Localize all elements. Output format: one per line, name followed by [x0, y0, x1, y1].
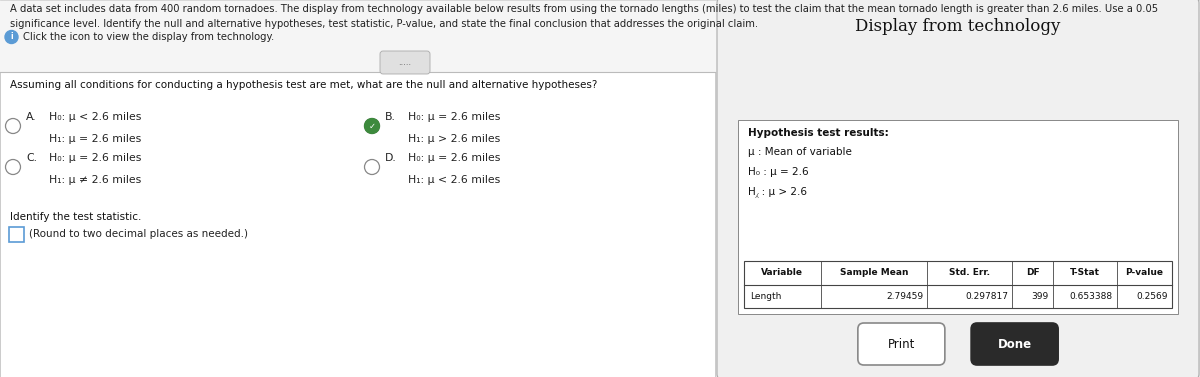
FancyBboxPatch shape [10, 227, 24, 242]
Text: D.: D. [385, 153, 397, 164]
FancyBboxPatch shape [971, 323, 1058, 365]
Text: H₁: μ > 2.6 miles: H₁: μ > 2.6 miles [408, 134, 500, 144]
Text: Assuming all conditions for conducting a hypothesis test are met, what are the n: Assuming all conditions for conducting a… [10, 80, 598, 90]
Text: H₀: μ < 2.6 miles: H₀: μ < 2.6 miles [49, 112, 142, 123]
FancyBboxPatch shape [744, 261, 1172, 308]
Text: 0.653388: 0.653388 [1069, 292, 1112, 301]
FancyBboxPatch shape [0, 72, 715, 377]
Circle shape [5, 31, 18, 43]
Text: Std. Err.: Std. Err. [949, 268, 990, 277]
Text: Length: Length [750, 292, 781, 301]
Text: B.: B. [385, 112, 396, 123]
Text: Variable: Variable [761, 268, 803, 277]
Text: i: i [10, 32, 13, 41]
Text: (Round to two decimal places as needed.): (Round to two decimal places as needed.) [29, 230, 248, 239]
Text: A data set includes data from 400 random tornadoes. The display from technology : A data set includes data from 400 random… [10, 4, 1158, 14]
Text: ✓: ✓ [368, 121, 376, 130]
FancyBboxPatch shape [0, 0, 1200, 72]
Text: H₀: μ = 2.6 miles: H₀: μ = 2.6 miles [49, 153, 142, 164]
Text: H₀: μ = 2.6 miles: H₀: μ = 2.6 miles [408, 112, 500, 123]
Text: 0.2569: 0.2569 [1136, 292, 1168, 301]
Text: 0.297817: 0.297817 [965, 292, 1008, 301]
Text: H₁: μ = 2.6 miles: H₁: μ = 2.6 miles [49, 134, 142, 144]
Text: A.: A. [26, 112, 37, 123]
Circle shape [6, 159, 20, 175]
Text: Display from technology: Display from technology [856, 18, 1061, 35]
Text: Sample Mean: Sample Mean [840, 268, 908, 277]
Text: .....: ..... [398, 58, 412, 67]
Text: Print: Print [888, 337, 916, 351]
Text: H⁁ : μ > 2.6: H⁁ : μ > 2.6 [748, 187, 808, 198]
Text: 2.79459: 2.79459 [886, 292, 923, 301]
Text: H₁: μ < 2.6 miles: H₁: μ < 2.6 miles [408, 175, 500, 185]
Text: Click the icon to view the display from technology.: Click the icon to view the display from … [23, 32, 275, 42]
Text: Hypothesis test results:: Hypothesis test results: [748, 128, 889, 138]
Circle shape [6, 118, 20, 133]
Text: H₁: μ ≠ 2.6 miles: H₁: μ ≠ 2.6 miles [49, 175, 142, 185]
FancyBboxPatch shape [738, 120, 1178, 314]
Text: Identify the test statistic.: Identify the test statistic. [10, 212, 142, 222]
Text: DF: DF [1026, 268, 1039, 277]
FancyBboxPatch shape [718, 0, 1199, 377]
FancyBboxPatch shape [380, 51, 430, 74]
Circle shape [365, 118, 379, 133]
Text: 399: 399 [1032, 292, 1049, 301]
Text: μ : Mean of variable: μ : Mean of variable [748, 147, 852, 158]
Text: H₀: μ = 2.6 miles: H₀: μ = 2.6 miles [408, 153, 500, 164]
Circle shape [365, 159, 379, 175]
Text: C.: C. [26, 153, 37, 164]
Text: P-value: P-value [1126, 268, 1163, 277]
Text: T-Stat: T-Stat [1069, 268, 1099, 277]
Circle shape [365, 118, 379, 133]
FancyBboxPatch shape [858, 323, 944, 365]
Text: H₀ : μ = 2.6: H₀ : μ = 2.6 [748, 167, 809, 177]
Text: Done: Done [997, 337, 1032, 351]
Text: significance level. Identify the null and alternative hypotheses, test statistic: significance level. Identify the null an… [10, 19, 758, 29]
